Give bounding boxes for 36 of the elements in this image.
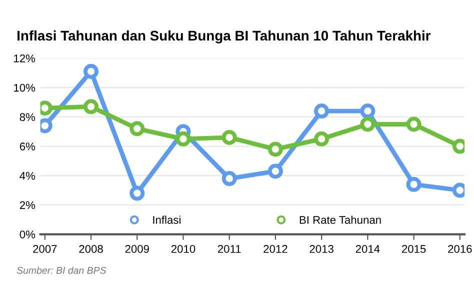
point — [314, 131, 330, 146]
text: Sumber: BI dan BPS — [16, 266, 106, 274]
point — [406, 116, 422, 132]
point — [406, 176, 422, 192]
x-tick-label: 2011 — [218, 245, 241, 253]
x-tick-label: 2007 — [33, 245, 57, 253]
y-tick-label: 10% — [14, 84, 36, 92]
y-tick-label: 8% — [20, 113, 36, 122]
point — [84, 99, 99, 114]
x-tick-label: 2009 — [125, 245, 149, 253]
x-tick-label: 2008 — [79, 245, 103, 253]
x-tick-label: 2010 — [171, 245, 196, 253]
y-tick-label: 2% — [20, 201, 36, 210]
point — [176, 131, 191, 146]
point — [360, 116, 376, 132]
y-tick-label: 4% — [20, 172, 36, 180]
point — [130, 121, 145, 136]
legend-label: Inflasi — [153, 216, 180, 224]
point — [130, 186, 145, 201]
x-tick-label: 2016 — [448, 245, 472, 253]
y-tick-label: 6% — [20, 142, 36, 150]
point — [268, 164, 283, 179]
x-tick-label: 2015 — [402, 245, 426, 253]
y-tick-label: 12% — [14, 54, 36, 62]
legend-label: BI Rate Tahunan — [300, 216, 381, 224]
point — [314, 104, 330, 119]
point — [268, 142, 283, 157]
chart-title: Inflasi Tahunan dan Suku Bunga BI Tahunan 10 Tahun Terakhir — [18, 30, 431, 44]
point — [84, 64, 99, 79]
x-tick-label: 2013 — [310, 245, 334, 253]
point — [222, 171, 237, 186]
point — [222, 130, 237, 145]
x-tick-label: 2012 — [264, 245, 288, 253]
x-tick-label: 2014 — [356, 245, 380, 253]
point — [360, 104, 376, 119]
y-tick-label: 0% — [20, 230, 36, 238]
